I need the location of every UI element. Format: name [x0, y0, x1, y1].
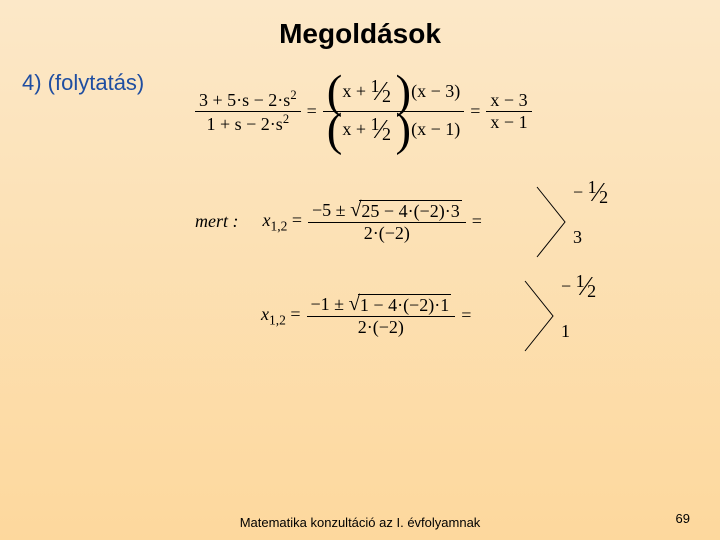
eq1-rhs-frac: x − 3 x − 1: [486, 90, 531, 133]
eq3-frac: −1 ± √1 − 4·(−2)·1 2·(−2): [307, 294, 456, 338]
eq2-result-1: − 1⁄2: [573, 182, 608, 203]
eq1-mid-frac: (x + 1⁄2 )(x − 3) (x + 1⁄2 )(x − 1): [323, 74, 465, 150]
brace-icon: [535, 182, 575, 262]
math-content: 3 + 5·s − 2·s2 1 + s − 2·s2 = (x + 1⁄2 )…: [195, 70, 695, 470]
page-number: 69: [676, 511, 690, 526]
eq2-frac: −5 ± √25 − 4·(−2)·3 2·(−2): [308, 200, 466, 244]
eq3-result-1: − 1⁄2: [561, 276, 596, 297]
brace-icon: [523, 276, 563, 356]
footer-text: Matematika konzultáció az I. évfolyamnak: [0, 515, 720, 530]
equation-1: 3 + 5·s − 2·s2 1 + s − 2·s2 = (x + 1⁄2 )…: [195, 74, 695, 150]
equation-2: mert : x1,2 = −5 ± √25 − 4·(−2)·3 2·(−2)…: [195, 200, 695, 244]
eq2-result-2: 3: [573, 227, 608, 248]
mert-label: mert :: [195, 211, 239, 232]
eq1-lhs-frac: 3 + 5·s − 2·s2 1 + s − 2·s2: [195, 88, 301, 135]
equation-3: x1,2 = −1 ± √1 − 4·(−2)·1 2·(−2) = − 1⁄2…: [195, 294, 695, 338]
problem-label: 4) (folytatás): [22, 70, 144, 96]
eq3-result-2: 1: [561, 321, 596, 342]
page-title: Megoldások: [0, 0, 720, 50]
